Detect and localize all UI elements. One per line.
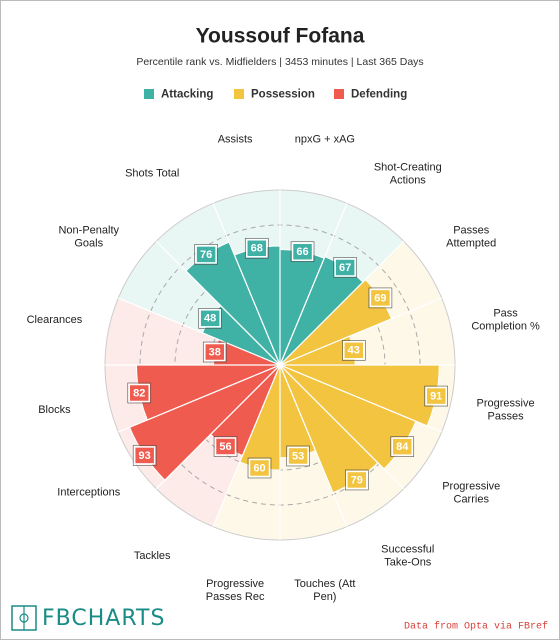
- legend-label: Attacking: [161, 89, 213, 101]
- value-label-border: [244, 237, 269, 259]
- value-label: 91: [430, 390, 442, 402]
- source: Data from Opta via FBref: [404, 621, 548, 633]
- value-label: 66: [296, 246, 308, 258]
- category-label: Tackles: [134, 550, 171, 562]
- category-label: Shot-Creating Actions: [374, 161, 442, 186]
- logo: [11, 605, 37, 631]
- value-label-box: [334, 258, 356, 277]
- separator: [279, 297, 442, 366]
- value-label: 84: [396, 441, 409, 453]
- value-label: 82: [133, 387, 145, 399]
- separator: [279, 203, 348, 366]
- value-label-box: [287, 446, 309, 466]
- separator: [212, 364, 281, 527]
- category-label: Progressive Passes: [477, 397, 535, 422]
- category-label: Assists: [218, 133, 253, 145]
- value-label-border: [132, 445, 157, 466]
- value-label: 68: [251, 243, 263, 255]
- category-label: Non-Penalty Goals: [58, 225, 119, 250]
- value-label-box: [369, 288, 392, 308]
- separator: [118, 297, 281, 366]
- value-label-border: [198, 308, 222, 329]
- category-label: Progressive Carries: [442, 480, 500, 505]
- value-label-border: [390, 436, 415, 457]
- value-label-box: [291, 242, 314, 261]
- value-label: 93: [139, 450, 151, 462]
- value-label-border: [247, 457, 272, 479]
- value-label-box: [343, 341, 365, 360]
- value-label-border: [194, 244, 218, 265]
- value-label: 56: [219, 441, 231, 453]
- separator: [279, 364, 348, 527]
- value-label-border: [345, 469, 369, 491]
- value-label-box: [346, 470, 368, 490]
- value-label-box: [425, 386, 447, 406]
- legend-label: Possession: [251, 89, 315, 101]
- legend-label: Defending: [351, 89, 407, 101]
- category-label: npxG + xAG: [295, 133, 355, 145]
- value-label: 76: [200, 249, 212, 261]
- category-label: Shots Total: [125, 168, 179, 180]
- value-label: 67: [339, 262, 351, 274]
- value-label-box: [248, 458, 271, 478]
- value-label-border: [368, 287, 393, 309]
- category-label: Successful Take-Ons: [381, 544, 434, 569]
- value-label-border: [333, 257, 357, 278]
- value-label-border: [127, 382, 152, 404]
- value-label-box: [133, 446, 156, 465]
- value-label-box: [391, 437, 413, 456]
- separator: [279, 240, 405, 366]
- value-label: 43: [348, 345, 360, 357]
- brand: FBCHARTS: [42, 606, 165, 631]
- value-label-box: [214, 437, 237, 456]
- category-label: Blocks: [38, 404, 71, 416]
- category-label: Clearances: [27, 314, 83, 326]
- category-label: Pass Completion %: [471, 308, 540, 333]
- category-label: Interceptions: [57, 487, 120, 499]
- separator: [279, 364, 442, 433]
- value-label-box: [128, 383, 151, 403]
- separator: [155, 364, 281, 490]
- value-label: 69: [374, 292, 386, 304]
- value-label-border: [213, 436, 238, 457]
- value-label: 38: [209, 346, 221, 358]
- separator: [279, 364, 405, 490]
- value-label: 79: [351, 474, 363, 486]
- category-label: Touches (Att Pen): [294, 578, 355, 603]
- value-label-border: [202, 341, 227, 363]
- value-label-border: [424, 385, 448, 407]
- legend-swatch: [144, 89, 154, 99]
- category-label: Progressive Passes Rec: [206, 578, 265, 603]
- value-label: 60: [253, 462, 265, 474]
- separator: [212, 203, 281, 366]
- value-label: 48: [204, 313, 216, 325]
- value-label-border: [286, 445, 310, 467]
- value-label-box: [199, 309, 221, 328]
- separator: [118, 364, 281, 433]
- separator: [155, 240, 281, 366]
- value-label: 53: [292, 450, 304, 462]
- chart-title: Youssouf Fofana: [196, 25, 365, 48]
- chart-subtitle: Percentile rank vs. Midfielders | 3453 m…: [136, 56, 423, 68]
- value-label-box: [195, 245, 217, 264]
- value-label-box: [246, 239, 268, 258]
- value-label-box: [204, 342, 226, 362]
- legend-swatch: [234, 89, 244, 99]
- legend-swatch: [334, 89, 344, 99]
- category-label: Passes Attempted: [446, 225, 496, 250]
- value-label-border: [290, 241, 315, 263]
- value-label-border: [342, 340, 366, 361]
